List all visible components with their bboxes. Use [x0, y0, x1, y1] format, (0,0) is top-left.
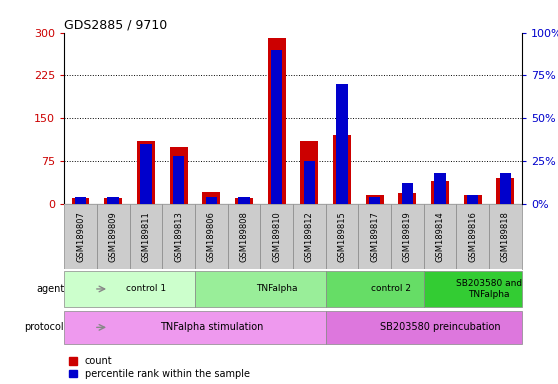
- Bar: [358, 204, 391, 269]
- Text: SB203580 and
TNFalpha: SB203580 and TNFalpha: [456, 279, 522, 299]
- Text: GSM189816: GSM189816: [468, 211, 477, 262]
- Text: GSM189809: GSM189809: [109, 211, 118, 262]
- Text: control 2: control 2: [371, 285, 411, 293]
- Text: GSM189806: GSM189806: [207, 211, 216, 262]
- Bar: [424, 271, 522, 307]
- Bar: [108, 197, 119, 204]
- Bar: [75, 197, 86, 204]
- Bar: [499, 173, 511, 204]
- Legend: count, percentile rank within the sample: count, percentile rank within the sample: [69, 356, 249, 379]
- Text: SB203580 preincubation: SB203580 preincubation: [379, 322, 501, 333]
- Bar: [129, 204, 162, 269]
- Text: agent: agent: [36, 284, 64, 294]
- Text: GSM189819: GSM189819: [403, 211, 412, 262]
- Bar: [369, 197, 381, 204]
- Bar: [391, 204, 424, 269]
- Text: GSM189818: GSM189818: [501, 211, 510, 262]
- Text: TNFalpha stimulation: TNFalpha stimulation: [160, 322, 263, 333]
- Text: GSM189813: GSM189813: [174, 211, 183, 262]
- Text: GSM189814: GSM189814: [436, 211, 445, 262]
- Bar: [260, 204, 293, 269]
- Bar: [365, 195, 384, 204]
- Text: GSM189812: GSM189812: [305, 211, 314, 262]
- Bar: [140, 144, 152, 204]
- Bar: [336, 84, 348, 204]
- Bar: [467, 195, 478, 204]
- Text: GSM189808: GSM189808: [239, 211, 248, 262]
- Bar: [173, 156, 184, 204]
- Bar: [64, 204, 97, 269]
- Text: GSM189817: GSM189817: [370, 211, 379, 262]
- Bar: [489, 204, 522, 269]
- Bar: [497, 178, 514, 204]
- Bar: [195, 271, 326, 307]
- Bar: [205, 197, 217, 204]
- Text: GSM189811: GSM189811: [141, 211, 150, 262]
- Bar: [104, 198, 122, 204]
- Bar: [97, 204, 129, 269]
- Text: TNFalpha: TNFalpha: [256, 285, 297, 293]
- Bar: [434, 173, 446, 204]
- Bar: [195, 204, 228, 269]
- Text: GSM189810: GSM189810: [272, 211, 281, 262]
- Text: protocol: protocol: [25, 322, 64, 333]
- Bar: [424, 204, 456, 269]
- Bar: [71, 198, 89, 204]
- Bar: [398, 193, 416, 204]
- Bar: [326, 271, 424, 307]
- Bar: [300, 141, 318, 204]
- Bar: [235, 198, 253, 204]
- Text: GSM189807: GSM189807: [76, 211, 85, 262]
- Bar: [271, 50, 282, 204]
- Bar: [228, 204, 260, 269]
- Bar: [162, 204, 195, 269]
- Bar: [238, 197, 249, 204]
- Bar: [304, 161, 315, 204]
- Bar: [402, 183, 413, 204]
- Bar: [293, 204, 326, 269]
- Bar: [456, 204, 489, 269]
- Bar: [170, 147, 187, 204]
- Bar: [326, 204, 358, 269]
- Bar: [64, 311, 326, 344]
- Bar: [202, 192, 220, 204]
- Bar: [64, 271, 195, 307]
- Text: GSM189815: GSM189815: [338, 211, 347, 262]
- Text: control 1: control 1: [126, 285, 166, 293]
- Text: GDS2885 / 9710: GDS2885 / 9710: [64, 18, 167, 31]
- Bar: [464, 195, 482, 204]
- Bar: [268, 38, 286, 204]
- Bar: [333, 135, 351, 204]
- Bar: [326, 311, 522, 344]
- Bar: [137, 141, 155, 204]
- Bar: [431, 181, 449, 204]
